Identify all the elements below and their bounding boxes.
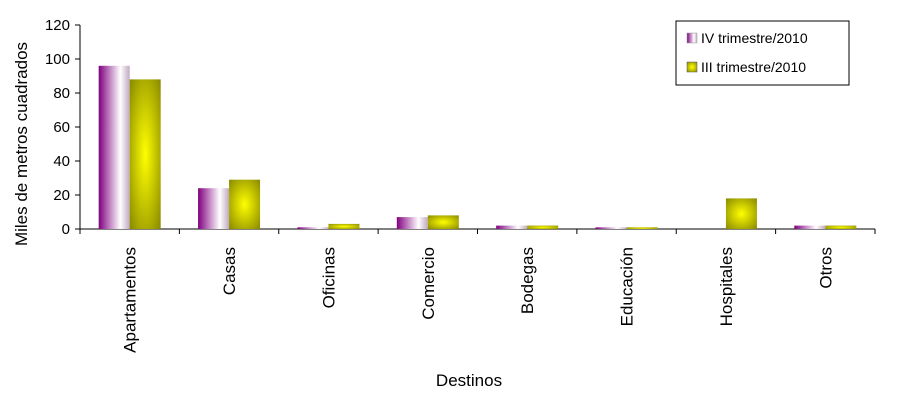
bar-iv-trimestre-2010-comercio	[396, 217, 428, 229]
legend-label-iv-trimestre: IV trimestre/2010	[701, 30, 808, 46]
legend-swatch-iii-trimestre	[686, 61, 698, 73]
bar-iii-trimestre-2010-bodegas	[527, 225, 559, 229]
x-tick-label-hospitales: Hospitales	[717, 247, 736, 326]
bar-iii-trimestre-2010-otros	[825, 225, 857, 229]
y-tick-label: 120	[45, 17, 70, 34]
bar-iv-trimestre-2010-casas	[198, 188, 230, 229]
y-tick-label: 80	[53, 85, 70, 102]
bar-iv-trimestre-2010-bodegas	[496, 225, 528, 229]
bar-iii-trimestre-2010-comercio	[427, 215, 459, 229]
legend-swatch-iv-trimestre	[686, 32, 698, 44]
x-tick-label-casas: Casas	[220, 247, 239, 295]
y-axis-title: Miles de metros cuadrados	[12, 42, 31, 246]
legend: IV trimestre/2010 III trimestre/2010	[675, 20, 850, 86]
x-tick-label-comercio: Comercio	[419, 247, 438, 320]
legend-box	[675, 20, 850, 86]
bar-iii-trimestre-2010-oficinas	[328, 223, 360, 229]
y-tick-label: 20	[53, 187, 70, 204]
bar-iv-trimestre-2010-oficinas	[297, 227, 329, 229]
bar-iii-trimestre-2010-hospitales	[725, 198, 757, 229]
y-tick-group: 0 20 40 60 80 100 120	[45, 17, 80, 238]
x-tick-label-otros: Otros	[816, 247, 835, 289]
x-tick-label-bodegas: Bodegas	[518, 247, 537, 314]
bar-iv-trimestre-2010-educacion	[595, 227, 627, 229]
bar-group	[98, 65, 857, 230]
y-tick-label: 100	[45, 51, 70, 68]
bar-iii-trimestre-2010-casas	[229, 179, 261, 229]
x-axis-title: Destinos	[436, 371, 502, 390]
y-tick-label: 0	[62, 221, 70, 238]
bar-iii-trimestre-2010-educacion	[626, 227, 658, 229]
legend-label-iii-trimestre: III trimestre/2010	[701, 59, 806, 75]
bar-iv-trimestre-2010-apartamentos	[98, 65, 130, 229]
x-tick-label-group: Apartamentos Casas Oficinas Comercio Bodegas…	[121, 247, 836, 353]
x-tick-label-oficinas: Oficinas	[319, 247, 338, 308]
x-tick-label-apartamentos: Apartamentos	[121, 247, 140, 353]
x-tick-group	[79, 229, 876, 234]
x-tick-label-educacion: Educación	[618, 247, 637, 326]
bar-iv-trimestre-2010-otros	[794, 225, 826, 229]
y-tick-label: 40	[53, 153, 70, 170]
y-tick-label: 60	[53, 119, 70, 136]
bar-iii-trimestre-2010-apartamentos	[129, 79, 161, 230]
